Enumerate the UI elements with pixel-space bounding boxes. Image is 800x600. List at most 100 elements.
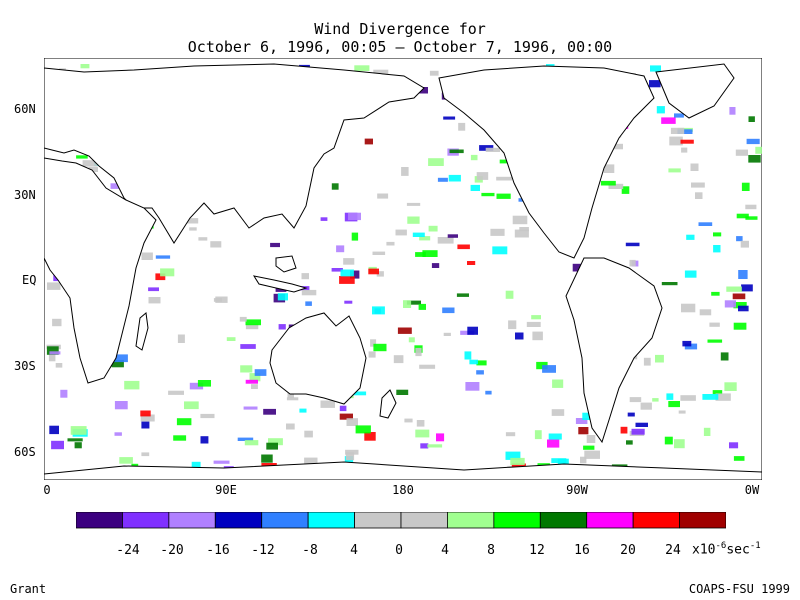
swath-cell	[643, 357, 651, 366]
swath-cell	[396, 389, 409, 395]
madagascar-coastline	[135, 312, 149, 351]
swath-cell	[237, 437, 254, 441]
swath-cell	[428, 158, 444, 166]
swath-cell	[437, 177, 448, 182]
swath-cell	[496, 193, 511, 199]
swath-cell	[448, 174, 461, 182]
swath-cell	[200, 436, 209, 444]
swath-cell	[669, 136, 683, 146]
colorbar-swatch	[214, 512, 263, 529]
swath-cell	[287, 392, 294, 399]
swath-cell	[240, 365, 253, 373]
swath-cell	[738, 305, 749, 312]
swath-cell	[245, 323, 259, 330]
swath-cell	[245, 379, 258, 384]
swath-cell	[343, 258, 355, 265]
swath-cell	[736, 236, 743, 242]
swath-cell	[748, 116, 755, 122]
swath-cell	[496, 176, 512, 181]
swath-cell	[368, 351, 376, 358]
swath-cell	[340, 269, 354, 277]
antarctica-coastline	[44, 461, 762, 480]
swath-cell	[707, 339, 723, 343]
swath-cell	[331, 268, 343, 272]
swath-cell	[261, 463, 277, 468]
swath-cell	[173, 435, 187, 441]
swath-cell	[724, 382, 737, 391]
swath-cell	[627, 412, 635, 417]
swath-cell	[469, 359, 478, 365]
swath-cell	[640, 402, 652, 410]
swath-cell	[397, 327, 412, 334]
swath-cell	[678, 410, 686, 414]
lat-label-60n: 60N	[14, 102, 36, 116]
swath-cell	[680, 139, 694, 144]
swath-cell	[419, 236, 431, 241]
swath-cell	[741, 182, 750, 191]
swath-cell	[49, 425, 59, 435]
swath-cell	[55, 363, 63, 368]
swath-cell	[354, 65, 370, 71]
lat-label-eq: EQ	[22, 273, 37, 287]
swath-cell	[112, 354, 128, 363]
colorbar-tick-label: 4	[350, 543, 358, 558]
swath-cell	[735, 149, 748, 156]
swath-cell	[239, 316, 247, 322]
swath-cell	[492, 246, 508, 255]
swath-cell	[304, 457, 318, 466]
swath-cell	[266, 442, 278, 450]
swath-cell	[418, 303, 426, 310]
swath-cell	[345, 449, 359, 455]
swath-cell	[370, 339, 377, 347]
swath-cell	[745, 204, 757, 210]
colorbar-swatch	[168, 512, 216, 529]
swath-cell	[681, 303, 696, 313]
swath-cell	[631, 428, 645, 435]
swath-cell	[720, 352, 729, 361]
swath-cell	[505, 432, 516, 437]
swath-cell	[625, 242, 640, 247]
swath-cell	[733, 302, 747, 309]
swath-cell	[552, 379, 564, 388]
swath-cell	[213, 460, 230, 464]
colorbar-tick-label: -16	[206, 543, 230, 558]
swath-cell	[740, 240, 749, 248]
colorbar	[76, 512, 726, 529]
swath-cell	[254, 369, 267, 376]
swath-cell	[176, 418, 192, 426]
swath-cell	[419, 364, 436, 369]
new-zealand-coastline	[379, 389, 397, 419]
swath-cell	[80, 64, 90, 69]
swath-cell	[320, 400, 335, 408]
swath-cell	[656, 106, 665, 114]
swath-cell	[111, 359, 124, 368]
swath-cell	[436, 433, 445, 442]
swath-cell	[442, 307, 455, 314]
colorbar-tick-label: -8	[302, 543, 318, 558]
swath-cell	[460, 330, 475, 335]
swath-cell	[505, 290, 514, 299]
swath-cell	[114, 401, 128, 410]
swath-cell	[745, 216, 758, 220]
swath-cell	[344, 300, 353, 304]
swath-cell	[351, 391, 367, 396]
swath-cell	[177, 334, 185, 343]
swath-cell	[60, 389, 68, 398]
colorbar-tick-label: -24	[116, 543, 140, 558]
lon-label-0w: 0W	[744, 483, 760, 497]
swath-cell	[736, 213, 749, 219]
swath-cell	[249, 373, 261, 382]
swath-cell	[376, 271, 384, 277]
swath-cell	[629, 397, 642, 403]
swath-cell	[578, 427, 589, 435]
swath-cell	[286, 423, 295, 430]
map-title-line2: October 6, 1996, 00:05 – October 7, 1996…	[187, 38, 613, 56]
swath-cell	[210, 241, 222, 248]
swath-cell	[557, 458, 569, 467]
swath-cell	[572, 263, 584, 272]
swath-cell	[680, 395, 696, 401]
swath-cell	[305, 301, 312, 306]
lat-label-60s: 60S	[14, 445, 36, 459]
swath-cell	[49, 351, 61, 355]
swath-cell	[47, 282, 61, 290]
